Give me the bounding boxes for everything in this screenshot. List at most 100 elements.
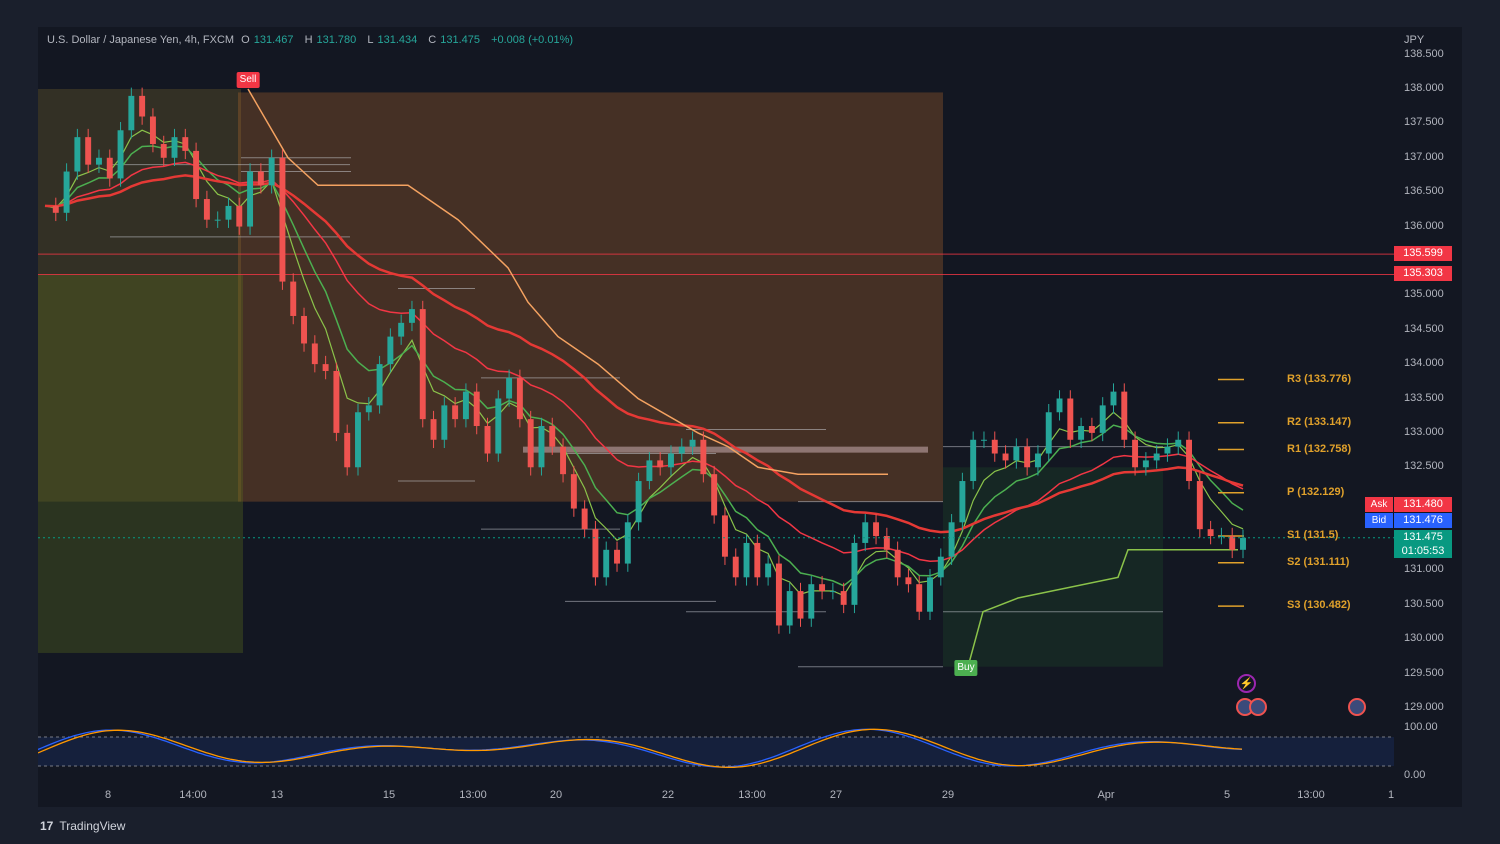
- ema-fast-line: [44, 129, 1244, 597]
- level-price-badge: 135.599: [1394, 246, 1452, 262]
- osc-upper-label: 100.00: [1404, 721, 1438, 733]
- candle-body: [139, 95, 146, 117]
- ema-slow-line: [44, 161, 1244, 562]
- pivot-label-r1: R1 (132.758): [1287, 442, 1352, 455]
- candle-body: [387, 336, 394, 365]
- osc-lower-label: 0.00: [1404, 769, 1426, 781]
- candle-body: [473, 391, 480, 427]
- time-tick-label: 1: [1387, 789, 1395, 801]
- candle-body: [279, 157, 286, 282]
- candle-body: [203, 199, 210, 220]
- candle-body: [1186, 439, 1193, 482]
- us-flag-event-icon-2[interactable]: [1249, 698, 1267, 716]
- bar-countdown: 01:05:53: [1401, 545, 1445, 557]
- candle-body: [484, 426, 491, 454]
- high-value: H 131.780: [304, 34, 357, 46]
- candle-body: [883, 536, 890, 550]
- ema-trend-line: [44, 174, 1244, 534]
- candle-body: [247, 171, 254, 227]
- price-tick-label: 136.500: [1404, 185, 1444, 198]
- buy-signal-label: Buy: [954, 660, 978, 676]
- candle-body: [52, 205, 59, 213]
- candle-body: [160, 144, 167, 158]
- candle-body: [765, 563, 772, 578]
- candle-body: [95, 157, 102, 165]
- candle-body: [1088, 426, 1095, 433]
- candle-body: [851, 542, 858, 605]
- tradingview-logo-icon: 17: [40, 819, 54, 833]
- candle-body: [322, 364, 329, 371]
- lightning-event-icon[interactable]: ⚡: [1237, 674, 1256, 693]
- price-tick-label: 132.500: [1404, 460, 1444, 473]
- price-tick-label: 131.000: [1404, 563, 1444, 576]
- candle-body: [214, 219, 221, 221]
- candle-body: [117, 130, 124, 179]
- candle-body: [905, 577, 912, 585]
- candle-body: [257, 171, 264, 186]
- candle-body: [635, 481, 642, 523]
- candle-body: [1240, 537, 1246, 550]
- price-tick-label: 135.000: [1404, 288, 1444, 301]
- time-tick-label: 27: [829, 789, 843, 801]
- pivot-label-s3: S3 (130.482): [1287, 599, 1351, 612]
- candle-body: [74, 137, 81, 172]
- candle-body: [581, 508, 588, 530]
- symbol-title[interactable]: U.S. Dollar / Japanese Yen, 4h, FXCM: [47, 34, 235, 46]
- candle-body: [408, 309, 415, 323]
- candle-body: [1153, 453, 1160, 461]
- candle-body: [495, 398, 502, 454]
- candle-body: [549, 426, 556, 447]
- time-tick-label: 13:00: [1297, 789, 1325, 801]
- candle-body: [419, 309, 426, 420]
- candle-body: [1132, 439, 1139, 468]
- candle-body: [657, 460, 664, 468]
- candle-body: [754, 542, 761, 578]
- candle-body: [1099, 405, 1106, 433]
- candle-body: [829, 591, 836, 593]
- pivot-label-p: P (132.129): [1287, 485, 1345, 498]
- candle-body: [1013, 446, 1020, 461]
- bid-tag: Bid: [1365, 513, 1393, 528]
- supply-band: [523, 446, 928, 453]
- pivot-label-r2: R2 (133.147): [1287, 415, 1352, 428]
- candle-body: [149, 116, 156, 145]
- price-tick-label: 129.500: [1404, 666, 1444, 679]
- candle-body: [1121, 391, 1128, 440]
- candle-body: [333, 370, 340, 433]
- time-tick-label: 14:00: [179, 789, 207, 801]
- candle-body: [290, 281, 297, 316]
- candle-body: [268, 157, 275, 186]
- candle-body: [452, 405, 459, 420]
- chart-canvas[interactable]: [38, 27, 1462, 807]
- tradingview-brand[interactable]: 17 TradingView: [40, 819, 126, 833]
- candle-body: [991, 439, 998, 454]
- candle-body: [365, 405, 372, 413]
- time-tick-label: 13:00: [459, 789, 487, 801]
- oscillator-d-line: [38, 728, 1243, 768]
- price-tick-label: 138.000: [1404, 82, 1444, 94]
- price-tick-label: 136.000: [1404, 219, 1444, 232]
- us-flag-event-icon-3[interactable]: [1348, 698, 1366, 716]
- candle-body: [1218, 536, 1225, 538]
- ask-tag: Ask: [1365, 497, 1393, 512]
- candle-body: [538, 426, 545, 468]
- bid-price-badge: 131.476: [1394, 513, 1452, 528]
- price-tick-label: 129.000: [1404, 701, 1444, 713]
- candle-body: [959, 481, 966, 523]
- candle-body: [743, 542, 750, 578]
- candle-body: [603, 549, 610, 578]
- price-tick-label: 133.000: [1404, 425, 1444, 438]
- price-tick-label: 130.000: [1404, 632, 1444, 645]
- pivot-label-r3: R3 (133.776): [1287, 372, 1352, 385]
- candle-body: [128, 95, 135, 131]
- candle-body: [193, 150, 200, 200]
- price-tick-label: 134.500: [1404, 322, 1444, 335]
- candle-body: [927, 577, 933, 612]
- chart-frame: [38, 27, 1462, 807]
- price-tick-label: 137.000: [1404, 150, 1444, 163]
- time-tick-label: 8: [104, 789, 112, 801]
- trend-zone: [238, 92, 943, 502]
- trend-zone: [38, 89, 241, 502]
- candle-body: [1110, 391, 1117, 406]
- candle-body: [516, 377, 523, 420]
